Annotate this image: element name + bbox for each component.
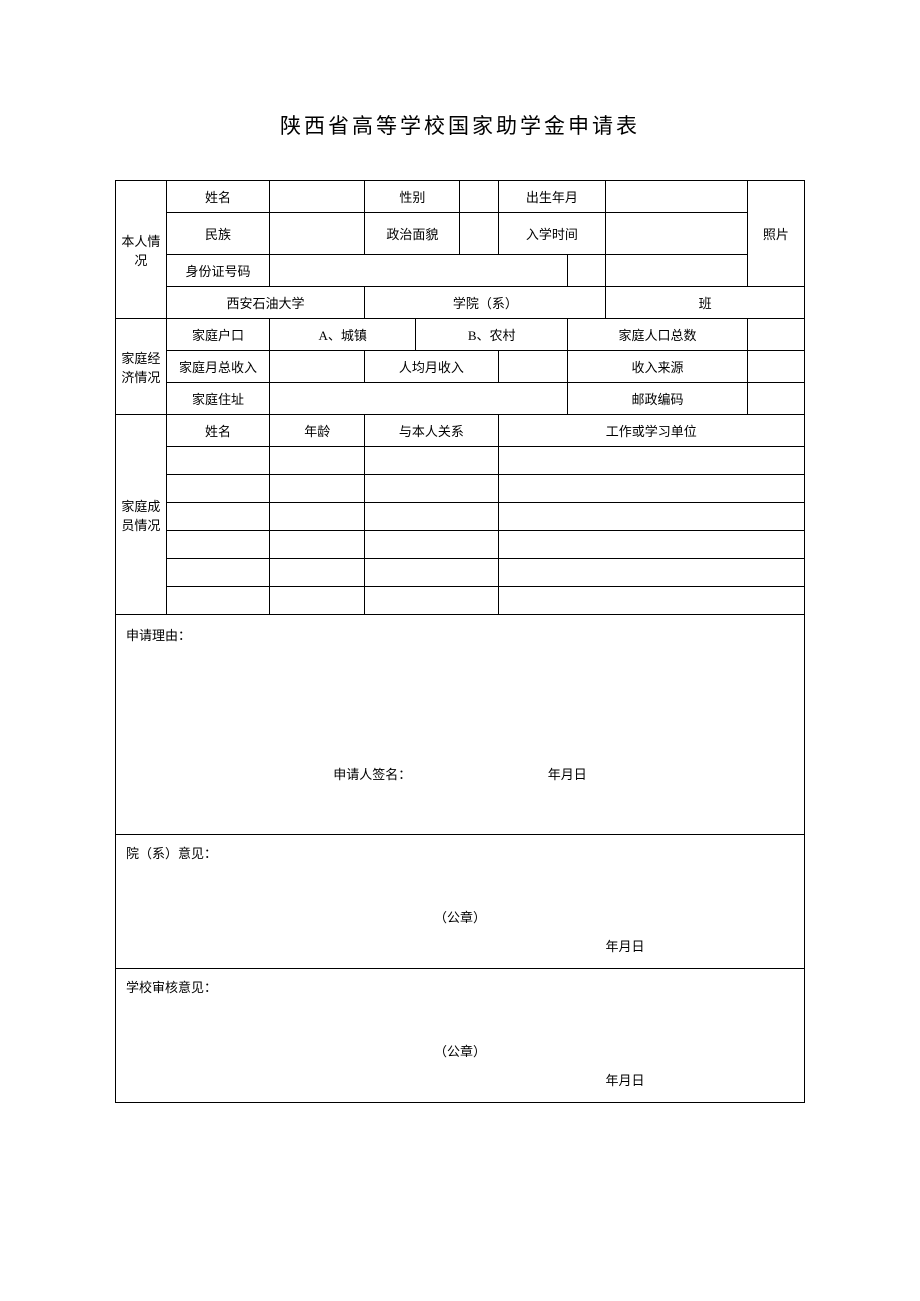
reason-section: 申请理由： 申请人签名： 年月日 [116, 615, 805, 835]
school-date: 年月日 [126, 1060, 794, 1094]
school-opinion-section: 学校审核意见： （公章） 年月日 [116, 969, 805, 1103]
address-label: 家庭住址 [166, 383, 270, 415]
school-opinion-label: 学校审核意见： [126, 977, 794, 996]
birth-value [606, 181, 748, 213]
economic-section-label: 家庭经济情况 [116, 319, 167, 415]
reason-label: 申请理由： [126, 625, 794, 644]
address-value [270, 383, 568, 415]
per-capita-label: 人均月收入 [365, 351, 498, 383]
monthly-income-value [270, 351, 365, 383]
population-value [747, 319, 804, 351]
postal-value [747, 383, 804, 415]
option-a: A、城镇 [270, 319, 416, 351]
id-label: 身份证号码 [166, 255, 270, 287]
members-section-label: 家庭成员情况 [116, 415, 167, 615]
application-form: 本人情况 姓名 性别 出生年月 照片 民族 政治面貌 入学时间 身份证号码 西安… [115, 180, 805, 1103]
dept-opinion-section: 院（系）意见： （公章） 年月日 [116, 835, 805, 969]
table-row [166, 531, 270, 559]
member-relation-col: 与本人关系 [365, 415, 498, 447]
class-label: 班 [606, 287, 805, 319]
political-label: 政治面貌 [365, 213, 460, 255]
gender-value [460, 181, 498, 213]
id-value3 [606, 255, 748, 287]
dept-opinion-label: 院（系）意见： [126, 843, 794, 862]
dept-seal: （公章） [126, 862, 794, 926]
photo-label: 照片 [747, 181, 804, 287]
table-row [166, 447, 270, 475]
form-title: 陕西省高等学校国家助学金申请表 [115, 110, 805, 140]
reason-signature-line: 申请人签名： 年月日 [126, 644, 794, 793]
id-value2 [568, 255, 606, 287]
university-label: 西安石油大学 [166, 287, 365, 319]
hukou-label: 家庭户口 [166, 319, 270, 351]
id-value [270, 255, 568, 287]
enroll-value [606, 213, 748, 255]
birth-label: 出生年月 [498, 181, 606, 213]
personal-section-label: 本人情况 [116, 181, 167, 319]
gender-label: 性别 [365, 181, 460, 213]
dept-date: 年月日 [126, 926, 794, 960]
reason-date-label: 年月日 [548, 767, 587, 782]
political-value [460, 213, 498, 255]
monthly-income-label: 家庭月总收入 [166, 351, 270, 383]
table-row [166, 475, 270, 503]
option-b: B、农村 [416, 319, 568, 351]
postal-label: 邮政编码 [568, 383, 748, 415]
table-row [166, 503, 270, 531]
source-label: 收入来源 [568, 351, 748, 383]
source-value [747, 351, 804, 383]
signature-label: 申请人签名： [333, 767, 411, 782]
name-value [270, 181, 365, 213]
member-age-col: 年龄 [270, 415, 365, 447]
population-label: 家庭人口总数 [568, 319, 748, 351]
per-capita-value [498, 351, 568, 383]
ethnic-value [270, 213, 365, 255]
name-label: 姓名 [166, 181, 270, 213]
member-name-col: 姓名 [166, 415, 270, 447]
table-row [166, 559, 270, 587]
school-seal: （公章） [126, 996, 794, 1060]
ethnic-label: 民族 [166, 213, 270, 255]
table-row [166, 587, 270, 615]
member-work-col: 工作或学习单位 [498, 415, 805, 447]
enroll-label: 入学时间 [498, 213, 606, 255]
college-label: 学院（系） [365, 287, 606, 319]
